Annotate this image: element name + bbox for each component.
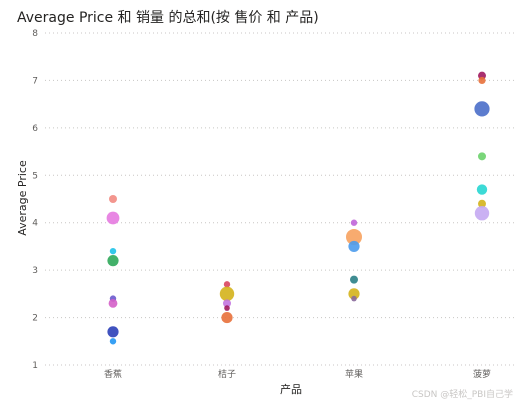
data-point[interactable] xyxy=(224,305,230,311)
watermark: CSDN @轻松_PBI自己学 xyxy=(412,388,513,400)
y-tick-label: 2 xyxy=(32,314,38,324)
y-tick-label: 7 xyxy=(32,76,38,86)
y-tick-label: 5 xyxy=(32,171,38,181)
data-point[interactable] xyxy=(219,286,235,302)
data-point[interactable] xyxy=(478,76,486,85)
data-point[interactable] xyxy=(109,338,117,345)
data-point[interactable] xyxy=(109,195,117,203)
x-axis-label: 产品 xyxy=(280,382,302,396)
y-axis-label: Average Price xyxy=(16,160,29,236)
data-point[interactable] xyxy=(107,255,119,267)
data-point[interactable] xyxy=(348,288,360,300)
data-point[interactable] xyxy=(221,311,233,324)
x-tick-label: 菠萝 xyxy=(473,368,491,380)
data-point[interactable] xyxy=(474,101,490,117)
chart-title: Average Price 和 销量 的总和(按 售价 和 产品) xyxy=(17,10,319,26)
data-point[interactable] xyxy=(348,240,360,253)
x-tick-label: 香蕉 xyxy=(104,368,122,380)
x-tick-label: 苹果 xyxy=(345,368,363,380)
y-tick-label: 4 xyxy=(32,219,38,229)
data-points xyxy=(106,71,490,345)
x-tick-label: 桔子 xyxy=(218,368,236,380)
data-point[interactable] xyxy=(223,299,231,308)
data-point[interactable] xyxy=(108,298,118,308)
y-axis-ticks: 1 2 3 4 5 6 7 8 xyxy=(32,29,38,371)
data-point[interactable] xyxy=(478,199,486,208)
data-point[interactable] xyxy=(476,184,488,195)
data-point[interactable] xyxy=(351,295,357,302)
data-point[interactable] xyxy=(474,206,490,221)
data-point[interactable] xyxy=(109,247,117,255)
y-tick-label: 1 xyxy=(32,361,38,371)
y-tick-label: 3 xyxy=(32,266,38,276)
data-point[interactable] xyxy=(107,326,119,338)
data-point[interactable] xyxy=(223,281,231,288)
data-point[interactable] xyxy=(106,211,120,225)
data-point[interactable] xyxy=(478,152,486,161)
data-point[interactable] xyxy=(350,275,358,284)
data-point[interactable] xyxy=(350,219,358,226)
data-point[interactable] xyxy=(346,228,362,245)
x-axis-ticks: 香蕉 桔子 苹果 菠萝 xyxy=(104,368,491,380)
y-tick-label: 6 xyxy=(32,124,38,134)
y-tick-label: 8 xyxy=(32,29,38,39)
